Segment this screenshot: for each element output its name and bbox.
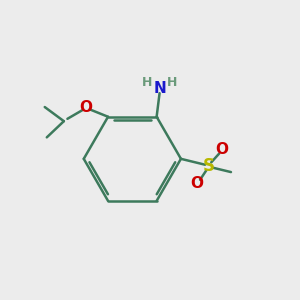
Text: H: H bbox=[142, 76, 152, 89]
Text: H: H bbox=[167, 76, 177, 89]
Text: N: N bbox=[153, 81, 166, 96]
Text: O: O bbox=[190, 176, 204, 191]
Text: S: S bbox=[203, 157, 215, 175]
Text: O: O bbox=[80, 100, 92, 116]
Text: O: O bbox=[216, 142, 229, 158]
